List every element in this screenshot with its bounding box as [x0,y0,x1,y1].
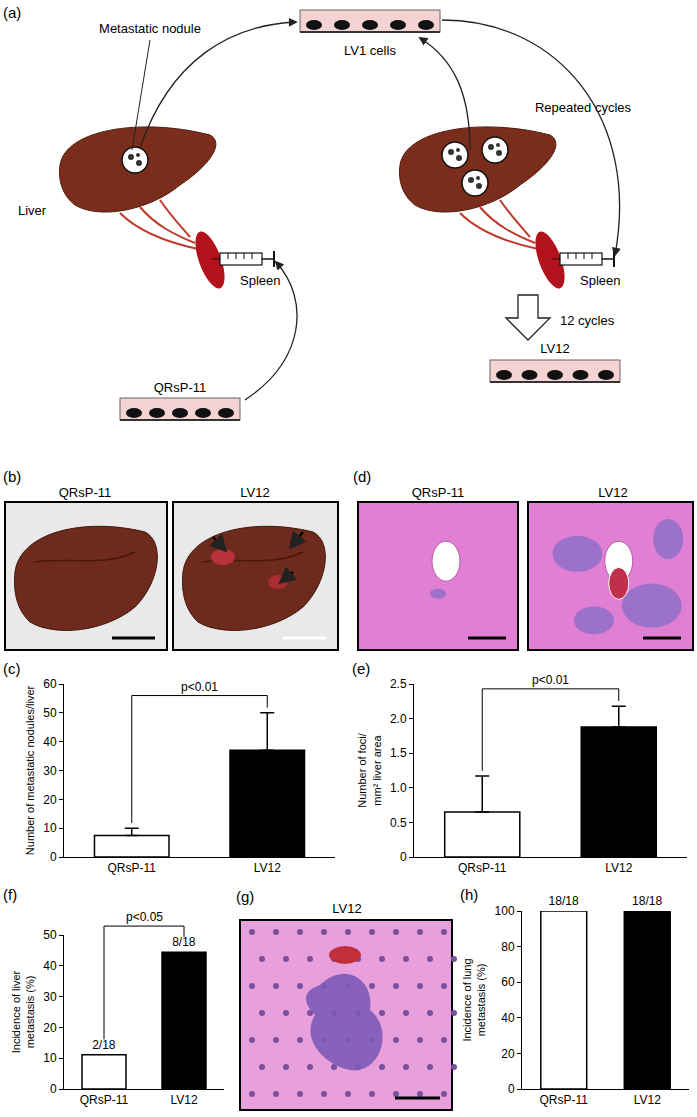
svg-text:10: 10 [43,1051,57,1065]
svg-text:LV12: LV12 [634,1093,661,1107]
svg-text:QRsP-11: QRsP-11 [154,380,207,395]
svg-text:Incidence of lungmetastasis (%: Incidence of lungmetastasis (%) [461,958,487,1041]
svg-text:18/18: 18/18 [549,894,579,908]
svg-text:40: 40 [43,959,57,973]
svg-text:(g): (g) [236,888,254,905]
svg-text:Liver: Liver [18,203,47,218]
svg-text:QRsP-11: QRsP-11 [412,485,465,500]
svg-text:2.5: 2.5 [390,677,407,691]
svg-text:2.0: 2.0 [390,712,407,726]
svg-text:(b): (b) [3,468,21,485]
svg-text:30: 30 [43,990,57,1004]
svg-text:p<0.01: p<0.01 [532,673,569,687]
svg-text:QRsP-11: QRsP-11 [59,485,112,500]
svg-text:Number of metastatic nodules/l: Number of metastatic nodules/liver [24,685,36,855]
svg-text:QRsP-11: QRsP-11 [80,1093,129,1107]
svg-text:0.5: 0.5 [390,816,407,830]
svg-text:10: 10 [43,821,57,835]
svg-text:(a): (a) [3,4,21,21]
svg-text:QRsP-11: QRsP-11 [108,861,157,875]
svg-text:100: 100 [495,904,515,918]
svg-text:50: 50 [43,928,57,942]
svg-text:60: 60 [501,975,515,989]
svg-text:0: 0 [400,850,407,864]
svg-text:(c): (c) [3,660,21,677]
svg-text:30: 30 [43,764,57,778]
svg-text:p<0.05: p<0.05 [126,910,163,924]
svg-text:LV1 cells: LV1 cells [344,43,396,58]
svg-text:LV12: LV12 [540,341,569,356]
svg-text:LV12: LV12 [240,485,269,500]
svg-text:8/18: 8/18 [172,935,196,949]
svg-text:40: 40 [43,735,57,749]
svg-text:0: 0 [50,850,57,864]
svg-text:LV12: LV12 [332,901,361,916]
svg-text:0: 0 [50,1082,57,1096]
svg-text:Incidence of livermetastasis (: Incidence of livermetastasis (%) [10,970,36,1053]
svg-text:40: 40 [501,1011,515,1025]
svg-text:20: 20 [501,1047,515,1061]
svg-text:12 cycles: 12 cycles [560,313,615,328]
svg-text:(d): (d) [353,468,371,485]
svg-text:20: 20 [43,793,57,807]
svg-text:50: 50 [43,706,57,720]
svg-text:(f): (f) [3,886,17,903]
svg-text:LV12: LV12 [605,861,632,875]
svg-text:0: 0 [508,1082,515,1096]
svg-text:Number of foci/mm² liver area: Number of foci/mm² liver area [356,732,382,808]
svg-text:Metastatic nodule: Metastatic nodule [99,21,201,36]
svg-text:20: 20 [43,1021,57,1035]
svg-text:1.0: 1.0 [390,781,407,795]
svg-text:1.5: 1.5 [390,746,407,760]
svg-text:60: 60 [43,677,57,691]
svg-text:LV12: LV12 [598,485,627,500]
svg-text:Spleen: Spleen [580,273,620,288]
svg-text:LV12: LV12 [254,861,281,875]
svg-text:18/18: 18/18 [632,894,662,908]
svg-text:QRsP-11: QRsP-11 [458,861,507,875]
svg-text:QRsP-11: QRsP-11 [540,1093,589,1107]
svg-text:(e): (e) [352,660,370,677]
svg-text:2/18: 2/18 [92,1038,116,1052]
svg-text:80: 80 [501,940,515,954]
svg-text:p<0.01: p<0.01 [181,680,218,694]
svg-text:Repeated cycles: Repeated cycles [535,100,632,115]
svg-text:Spleen: Spleen [240,273,280,288]
svg-text:LV12: LV12 [170,1093,197,1107]
svg-text:(h): (h) [460,886,478,903]
